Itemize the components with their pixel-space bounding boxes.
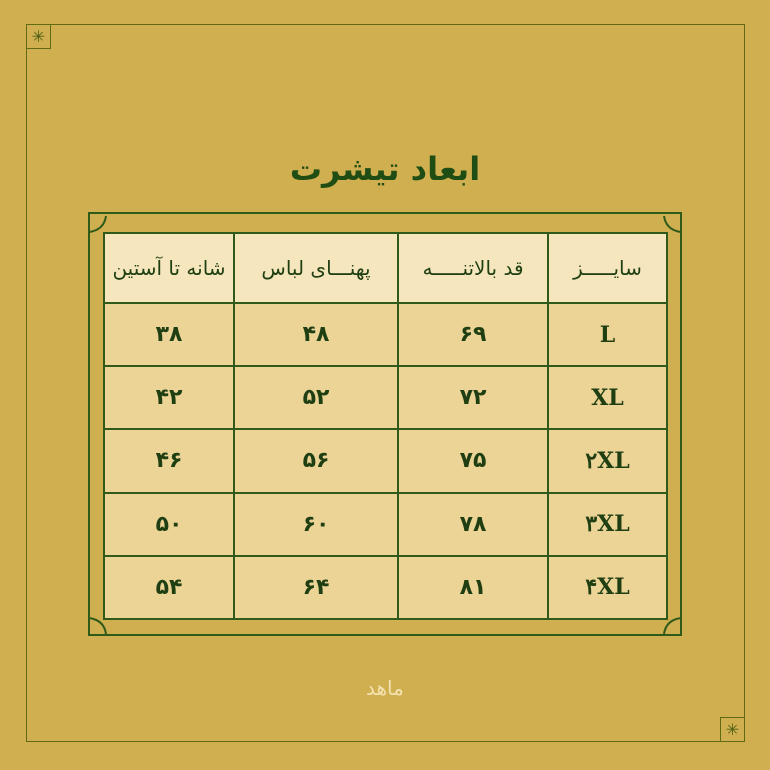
cell-size: L — [547, 301, 668, 368]
table-row: ۲XL ۷۵ ۵۶ ۴۶ — [103, 428, 668, 494]
cell-size: XL — [547, 365, 668, 431]
header-length: قد بالاتنـــــه — [397, 232, 549, 304]
cell-width: ۴۸ — [233, 301, 399, 368]
page-title: ابعاد تیشرت — [289, 150, 481, 188]
cell-size: ۳XL — [547, 491, 668, 557]
cell-shoulder: ۳۸ — [103, 301, 235, 368]
cell-shoulder: ۵۴ — [103, 554, 235, 621]
size-table: سایـــــز قد بالاتنـــــه پهنـــای لباس … — [103, 232, 668, 621]
brand-logo: ماهد — [366, 676, 404, 700]
table-header-row: سایـــــز قد بالاتنـــــه پهنـــای لباس … — [103, 232, 668, 304]
header-size: سایـــــز — [547, 232, 668, 304]
cell-length: ۷۵ — [397, 428, 549, 494]
table-row: ۳XL ۷۸ ۶۰ ۵۰ — [103, 491, 668, 557]
cell-length: ۷۲ — [397, 365, 549, 431]
cell-shoulder: ۵۰ — [103, 491, 235, 557]
cell-length: ۸۱ — [397, 554, 549, 621]
cell-width: ۵۲ — [233, 365, 399, 431]
cell-width: ۶۰ — [233, 491, 399, 557]
cell-shoulder: ۴۲ — [103, 365, 235, 431]
cell-size: ۴XL — [547, 554, 668, 621]
header-shoulder: شانه تا آستین — [103, 232, 235, 304]
table-row: XL ۷۲ ۵۲ ۴۲ — [103, 365, 668, 431]
star-ornament-icon: ✳ — [720, 717, 745, 742]
cell-width: ۵۶ — [233, 428, 399, 494]
cell-shoulder: ۴۶ — [103, 428, 235, 494]
cell-size: ۲XL — [547, 428, 668, 494]
table-row: ۴XL ۸۱ ۶۴ ۵۴ — [103, 554, 668, 621]
outer-border — [26, 24, 745, 742]
cell-length: ۷۸ — [397, 491, 549, 557]
cell-length: ۶۹ — [397, 301, 549, 368]
cell-width: ۶۴ — [233, 554, 399, 621]
table-frame — [88, 212, 682, 636]
star-ornament-icon: ✳ — [26, 24, 51, 49]
frame-corner-ornaments — [88, 215, 682, 635]
table-row: L ۶۹ ۴۸ ۳۸ — [103, 301, 668, 368]
header-width: پهنـــای لباس — [233, 232, 399, 304]
